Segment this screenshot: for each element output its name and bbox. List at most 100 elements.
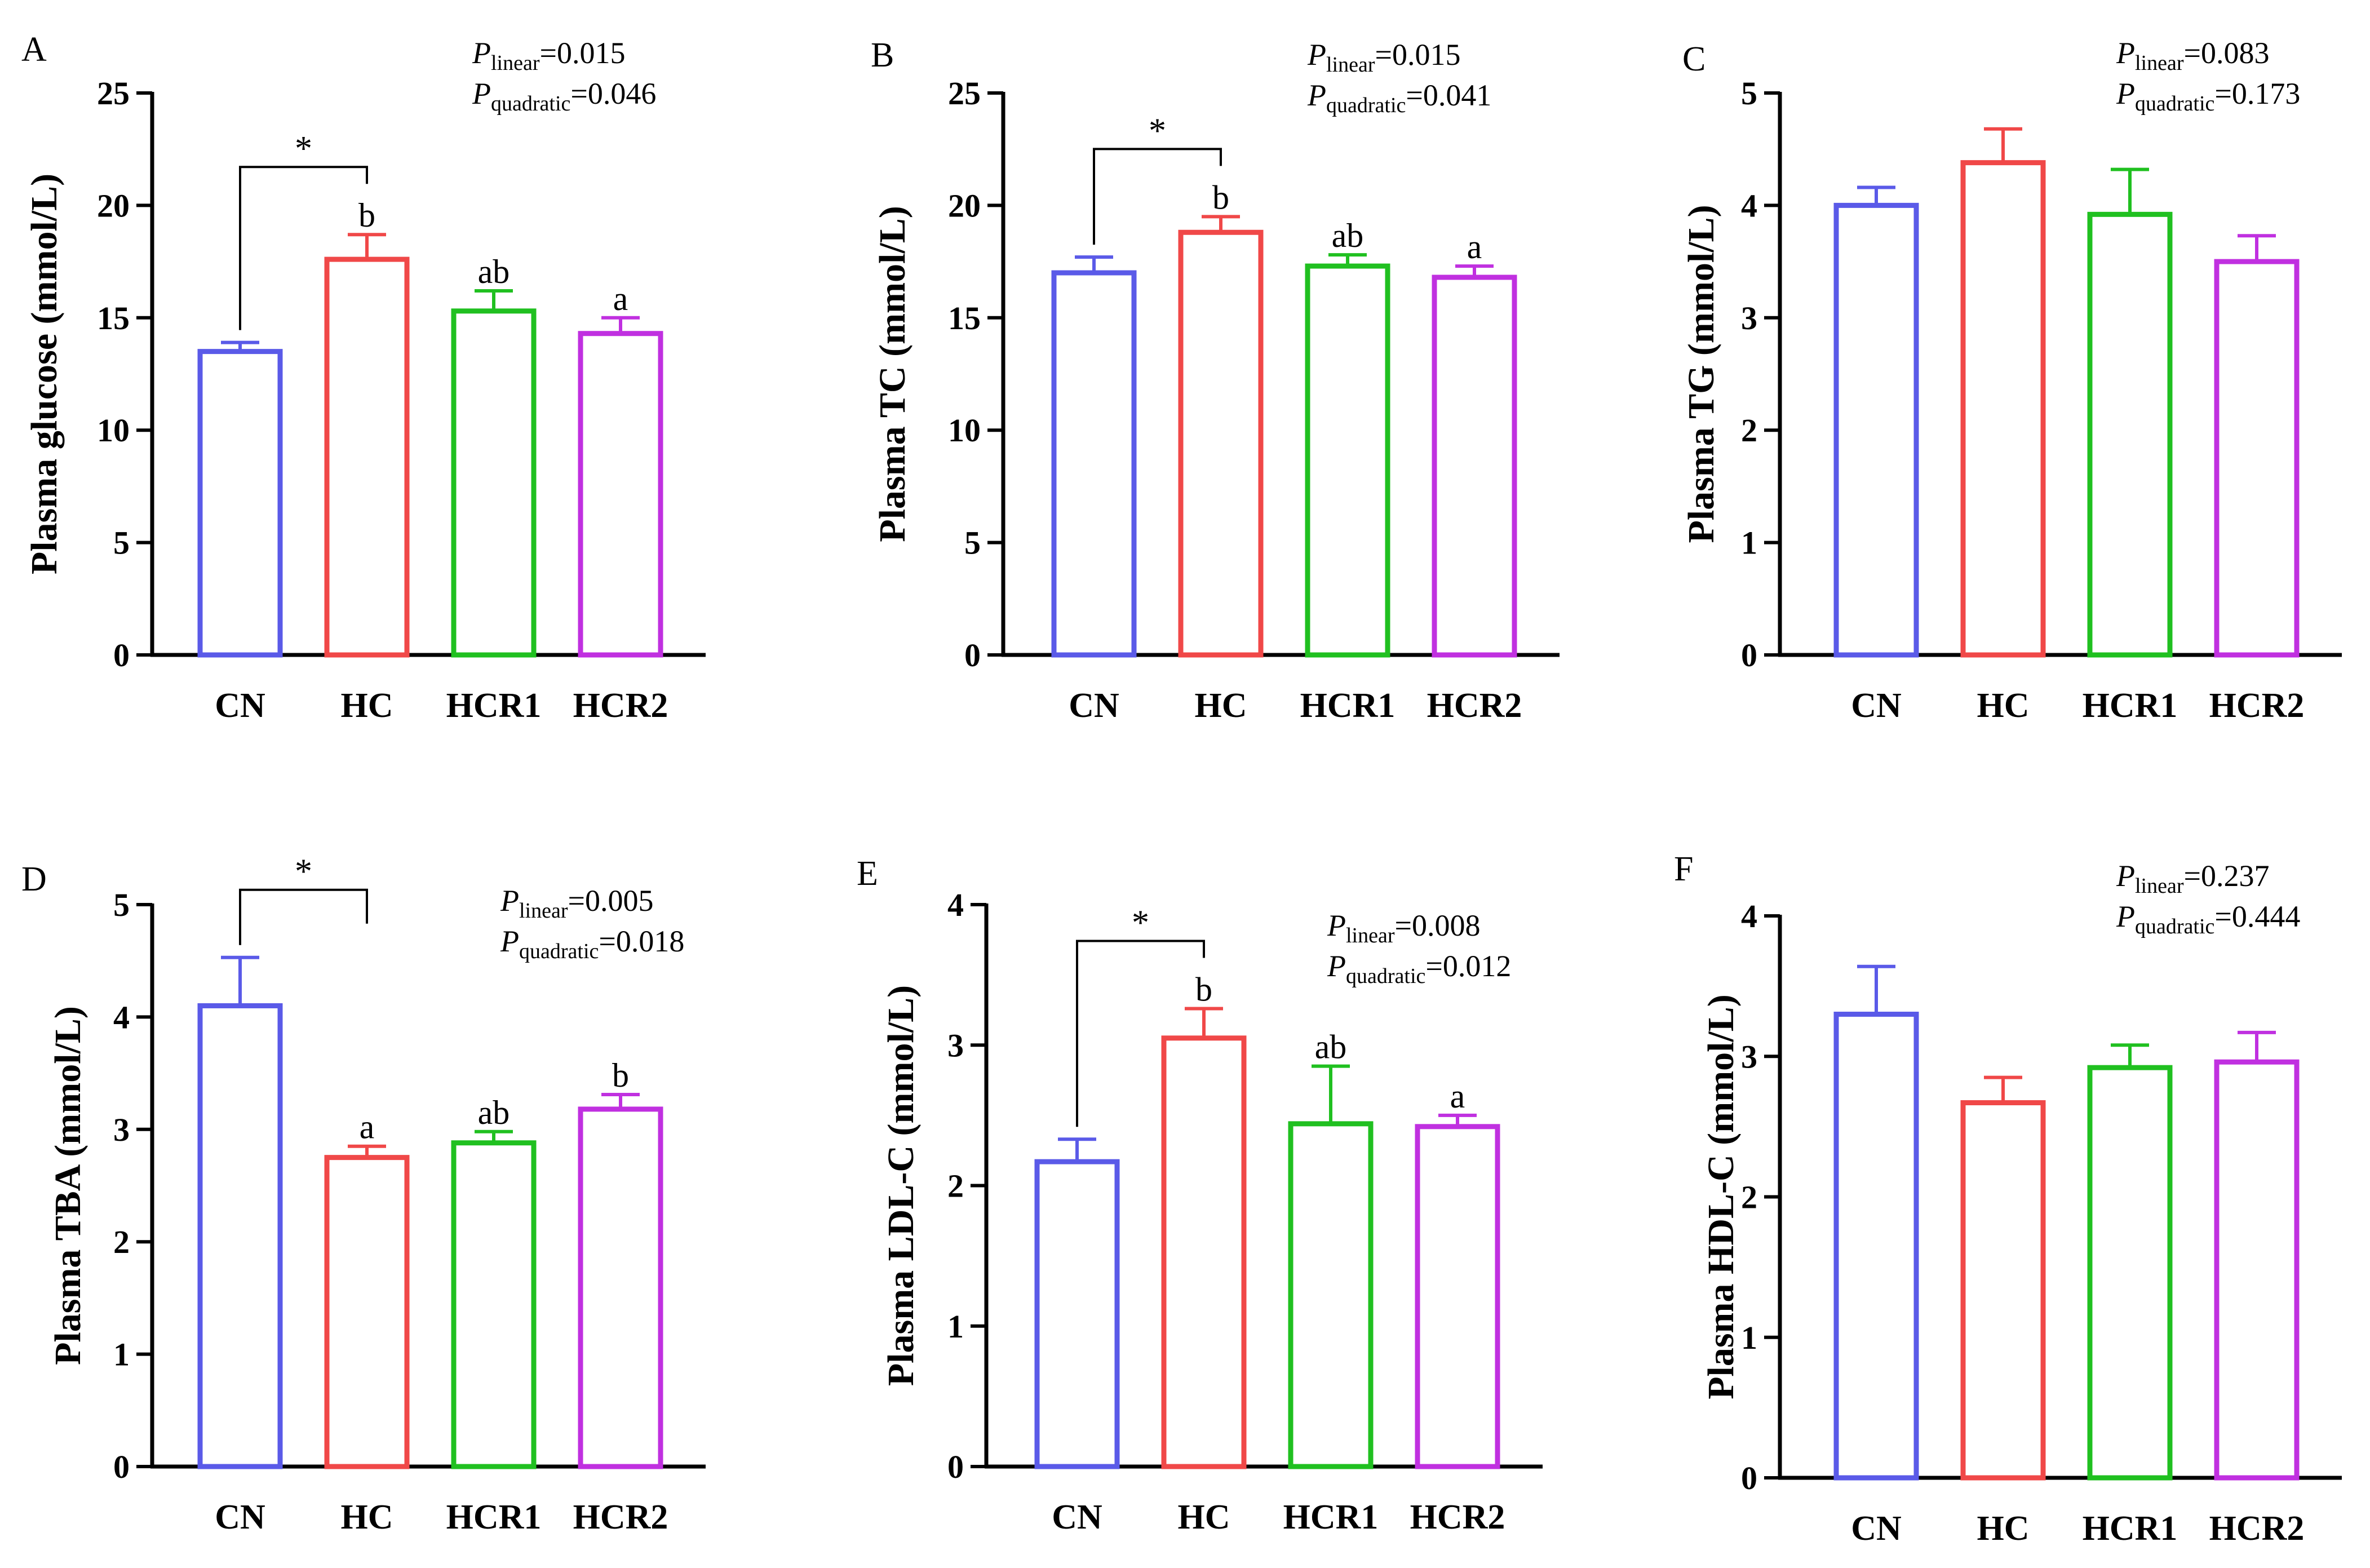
panel-letter: C	[1682, 40, 1705, 78]
x-category-label: HCR2	[2209, 1509, 2305, 1548]
y-tick-label: 2	[947, 1168, 964, 1204]
x-category-label: CN	[1069, 686, 1119, 725]
significance-letter: b	[612, 1057, 629, 1094]
x-category-label: HCR1	[1300, 686, 1396, 725]
y-tick-label: 3	[113, 1111, 130, 1148]
y-tick-label: 5	[1741, 75, 1757, 112]
p-quadratic: Pquadratic=0.444	[2116, 900, 2300, 938]
x-category-label: HCR2	[1410, 1498, 1505, 1536]
bar-cn	[1051, 270, 1137, 658]
bar-hcr2	[578, 331, 663, 658]
y-axis-label: Plasma glucose (mmol/L)	[24, 174, 65, 574]
x-category-label: HCR1	[446, 686, 542, 725]
y-tick-label: 1	[1741, 1319, 1757, 1356]
x-category-label: HC	[1178, 1498, 1230, 1536]
bar-cn	[1034, 1159, 1120, 1469]
significance-letter: a	[360, 1109, 375, 1146]
panel-d: D 0 1 2 3 4 5 Plasma TBA (mmol/L) CN HC a HCR1 ab HCR…	[21, 853, 706, 1536]
significance-star: *	[295, 130, 312, 168]
significance-star: *	[1149, 112, 1166, 150]
x-category-label: HC	[1977, 686, 2030, 725]
comparison-bracket	[239, 166, 368, 330]
p-linear: Plinear=0.237	[2116, 859, 2269, 898]
significance-letter: a	[1450, 1078, 1465, 1115]
x-category-label: CN	[1851, 1509, 1902, 1548]
y-tick-label: 0	[947, 1449, 964, 1485]
p-linear: Plinear=0.005	[500, 884, 653, 923]
significance-letter: b	[358, 197, 375, 234]
bar-hcr1	[1288, 1121, 1374, 1469]
y-tick-label: 1	[947, 1308, 964, 1345]
y-axis-label: Plasma HDL-C (mmol/L)	[1700, 994, 1742, 1399]
x-category-label: HC	[341, 1498, 393, 1536]
y-tick-label: 5	[113, 525, 130, 561]
y-axis-label: Plasma LDL-C (mmol/L)	[880, 985, 922, 1386]
panel-letter: B	[871, 36, 894, 74]
panel-f: F 0 1 2 3 4 Plasma HDL-C (mmol/L) CN HC HCR1 HCR2 P…	[1674, 850, 2342, 1548]
y-tick-label: 0	[1741, 637, 1757, 674]
y-tick-label: 1	[113, 1336, 130, 1373]
y-tick-label: 4	[113, 999, 130, 1035]
x-category-label: CN	[1052, 1498, 1102, 1536]
bar-hcr1	[2087, 1065, 2173, 1481]
comparison-bracket	[239, 888, 368, 945]
y-axis-label: Plasma TBA (mmol/L)	[47, 1006, 88, 1365]
bar-hc	[1960, 1100, 2046, 1481]
bar-cn	[1833, 202, 1919, 658]
p-quadratic: Pquadratic=0.012	[1327, 949, 1511, 988]
y-tick-label: 10	[948, 412, 981, 449]
significance-star: *	[1132, 903, 1149, 942]
x-category-label: CN	[215, 686, 265, 725]
y-tick-label: 0	[1741, 1460, 1757, 1496]
bar-hcr1	[1305, 263, 1390, 658]
x-category-label: HCR1	[2083, 1509, 2178, 1548]
y-tick-label: 0	[964, 637, 981, 674]
significance-letter: ab	[1332, 217, 1364, 254]
p-linear: Plinear=0.015	[1307, 38, 1460, 77]
significance-letter: ab	[1315, 1029, 1347, 1066]
y-tick-label: 15	[97, 300, 130, 336]
comparison-bracket	[1093, 148, 1222, 245]
panel-a: A 0 5 10 15 20 25 Plasma glucose (mmol/L) CN HC b H…	[21, 30, 706, 725]
y-tick-label: 20	[97, 187, 130, 224]
bar-hcr2	[1432, 274, 1517, 658]
significance-letter: ab	[478, 1094, 510, 1131]
bar-hcr2	[2214, 259, 2300, 658]
panel-letter: A	[21, 30, 47, 69]
y-tick-label: 4	[1741, 898, 1757, 934]
x-category-label: HC	[341, 686, 393, 725]
significance-letter: ab	[478, 253, 510, 290]
x-category-label: HCR2	[1427, 686, 1522, 725]
x-category-label: HCR1	[2083, 686, 2178, 725]
p-linear: Plinear=0.083	[2116, 36, 2269, 75]
p-quadratic: Pquadratic=0.041	[1307, 78, 1491, 117]
comparison-bracket	[1076, 940, 1205, 1127]
x-category-label: HCR1	[446, 1498, 542, 1536]
significance-letter: b	[1195, 971, 1212, 1008]
significance-letter: a	[613, 280, 628, 317]
y-tick-label: 0	[113, 1449, 130, 1485]
x-category-label: HCR1	[1283, 1498, 1379, 1536]
y-tick-label: 2	[113, 1224, 130, 1260]
bar-hcr1	[451, 308, 537, 658]
bar-hcr2	[578, 1106, 663, 1469]
x-category-label: CN	[215, 1498, 265, 1536]
x-category-label: HC	[1195, 686, 1247, 725]
bar-hc	[324, 1155, 410, 1469]
y-tick-label: 4	[1741, 187, 1757, 224]
y-tick-label: 0	[113, 637, 130, 674]
p-linear: Plinear=0.008	[1327, 909, 1480, 947]
bar-hc	[1178, 229, 1264, 658]
y-tick-label: 25	[97, 75, 130, 112]
x-category-label: CN	[1851, 686, 1902, 725]
significance-star: *	[295, 853, 312, 891]
panel-letter: F	[1674, 850, 1693, 888]
y-tick-label: 4	[947, 887, 964, 923]
bar-cn	[1833, 1011, 1919, 1481]
x-category-label: HCR2	[2209, 686, 2305, 725]
bar-cn	[197, 1003, 283, 1469]
panel-c: C 0 1 2 3 4 5 Plasma TG (mmol/L) CN HC HCR1 HCR2 Pli…	[1681, 36, 2342, 725]
bar-hcr1	[451, 1140, 537, 1469]
x-category-label: HC	[1977, 1509, 2030, 1548]
y-tick-label: 5	[113, 887, 130, 923]
